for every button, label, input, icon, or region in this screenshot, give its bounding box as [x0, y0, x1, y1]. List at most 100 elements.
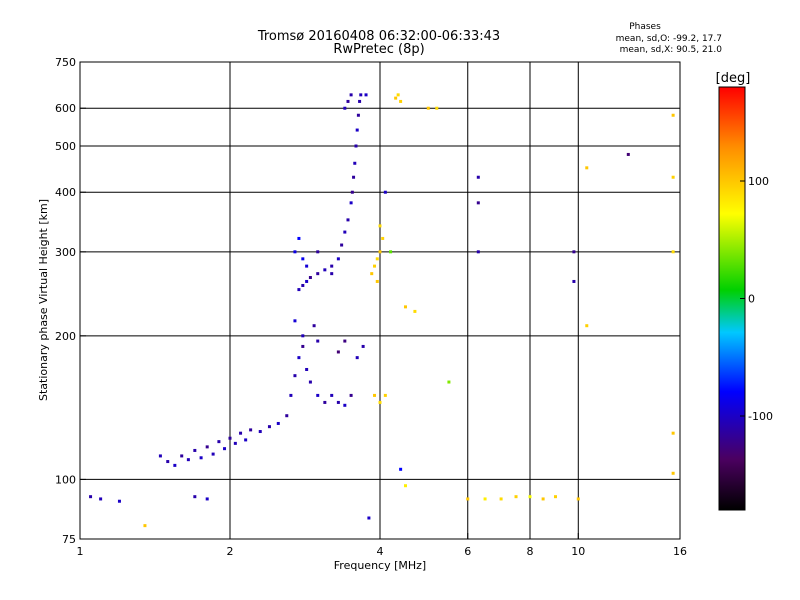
echo-point — [399, 99, 403, 103]
echo-point — [349, 93, 353, 97]
echo-point — [223, 447, 227, 451]
y-tick-label: 300 — [55, 246, 76, 259]
echo-point — [330, 393, 334, 397]
echo-point — [343, 403, 347, 407]
echo-point — [186, 458, 190, 462]
y-tick-label: 400 — [55, 186, 76, 199]
y-tick-label: 100 — [55, 473, 76, 486]
echo-point — [359, 93, 363, 97]
phase-stats-o: mean, sd,O: -99.2, 17.7 — [616, 34, 722, 44]
echo-point — [305, 367, 309, 371]
echo-point — [297, 236, 301, 240]
echo-point — [355, 356, 359, 360]
echo-point — [367, 516, 371, 520]
echo-point — [350, 190, 354, 194]
echo-point — [375, 279, 379, 283]
echo-point — [426, 106, 430, 110]
chart-subtitle: RwPretec (8p) — [333, 42, 424, 57]
echo-point — [353, 161, 357, 165]
echo-point — [375, 257, 379, 261]
echo-point — [249, 428, 253, 432]
echo-point — [356, 113, 360, 117]
y-tick-label: 200 — [55, 330, 76, 343]
echo-point — [364, 93, 368, 97]
y-axis-label: Stationary phase Virtual Height [km] — [37, 199, 50, 401]
colorbar-label: [deg] — [716, 71, 751, 86]
echo-point — [370, 272, 374, 276]
echo-point — [349, 393, 353, 397]
echo-point — [346, 218, 350, 222]
echo-point — [323, 268, 327, 272]
x-tick-label: 16 — [673, 545, 687, 558]
echo-point — [301, 344, 305, 348]
colorbar-tick-label: -100 — [748, 410, 773, 423]
echo-point — [435, 106, 439, 110]
y-axis-ticks: 75 100 200 300 400 500 600 750 — [55, 56, 86, 546]
echo-point — [383, 190, 387, 194]
x-axis-label: Frequency [MHz] — [334, 559, 426, 572]
echo-point — [143, 524, 147, 528]
echo-point — [671, 431, 675, 435]
echo-point — [340, 243, 344, 247]
grid-lines — [80, 62, 680, 539]
echo-point — [373, 264, 377, 268]
echo-point — [354, 144, 358, 148]
echo-point — [572, 250, 576, 254]
x-axis-ticks: 1 2 4 6 8 10 16 — [77, 533, 687, 558]
echo-point — [541, 497, 545, 501]
chart-title: Tromsø 20160408 06:32:00-06:33:43 — [257, 29, 500, 44]
echo-point — [352, 175, 356, 179]
echo-point — [349, 201, 353, 205]
echo-point — [258, 430, 262, 434]
echo-point — [336, 400, 340, 404]
x-tick-label: 2 — [227, 545, 234, 558]
echo-point — [289, 393, 293, 397]
echo-point — [466, 497, 470, 501]
echo-point — [244, 438, 248, 442]
echo-point — [378, 400, 382, 404]
y-tick-label: 500 — [55, 140, 76, 153]
echo-point — [576, 497, 580, 501]
echo-point — [297, 288, 301, 292]
echo-point — [323, 400, 327, 404]
echo-point — [343, 339, 347, 343]
echo-point — [572, 279, 576, 283]
echo-point — [301, 334, 305, 338]
colorbar-tick-label: 100 — [748, 175, 769, 188]
echo-point — [396, 93, 400, 97]
phase-stats-title: Phases — [629, 22, 661, 32]
phase-stats-x: mean, sd,X: 90.5, 21.0 — [620, 45, 723, 55]
echo-point — [381, 236, 385, 240]
y-tick-label: 600 — [55, 102, 76, 115]
echo-point — [514, 495, 518, 499]
echo-point — [585, 166, 589, 170]
echo-point — [316, 272, 320, 276]
echo-point — [378, 250, 382, 254]
echo-point — [383, 393, 387, 397]
y-tick-label: 75 — [62, 533, 76, 546]
echo-point — [403, 484, 407, 488]
echo-point — [305, 279, 309, 283]
echo-point — [336, 257, 340, 261]
echo-point — [399, 467, 403, 471]
echo-point — [447, 380, 451, 384]
echo-point — [378, 224, 382, 228]
echo-point — [293, 250, 297, 254]
echo-point — [671, 175, 675, 179]
x-tick-label: 6 — [464, 545, 471, 558]
echo-point — [301, 283, 305, 287]
echo-point — [336, 350, 340, 354]
echo-point — [483, 497, 487, 501]
echo-point — [193, 495, 197, 499]
echo-point — [316, 393, 320, 397]
colorbar-tick-label: 0 — [748, 293, 755, 306]
echo-point — [343, 106, 347, 110]
echo-point — [305, 264, 309, 268]
echo-point — [499, 497, 503, 501]
echo-point — [343, 230, 347, 234]
echo-point — [205, 497, 209, 501]
echo-point — [205, 445, 209, 449]
echo-point — [528, 495, 532, 499]
echo-point — [413, 309, 417, 313]
echo-points — [89, 93, 675, 528]
